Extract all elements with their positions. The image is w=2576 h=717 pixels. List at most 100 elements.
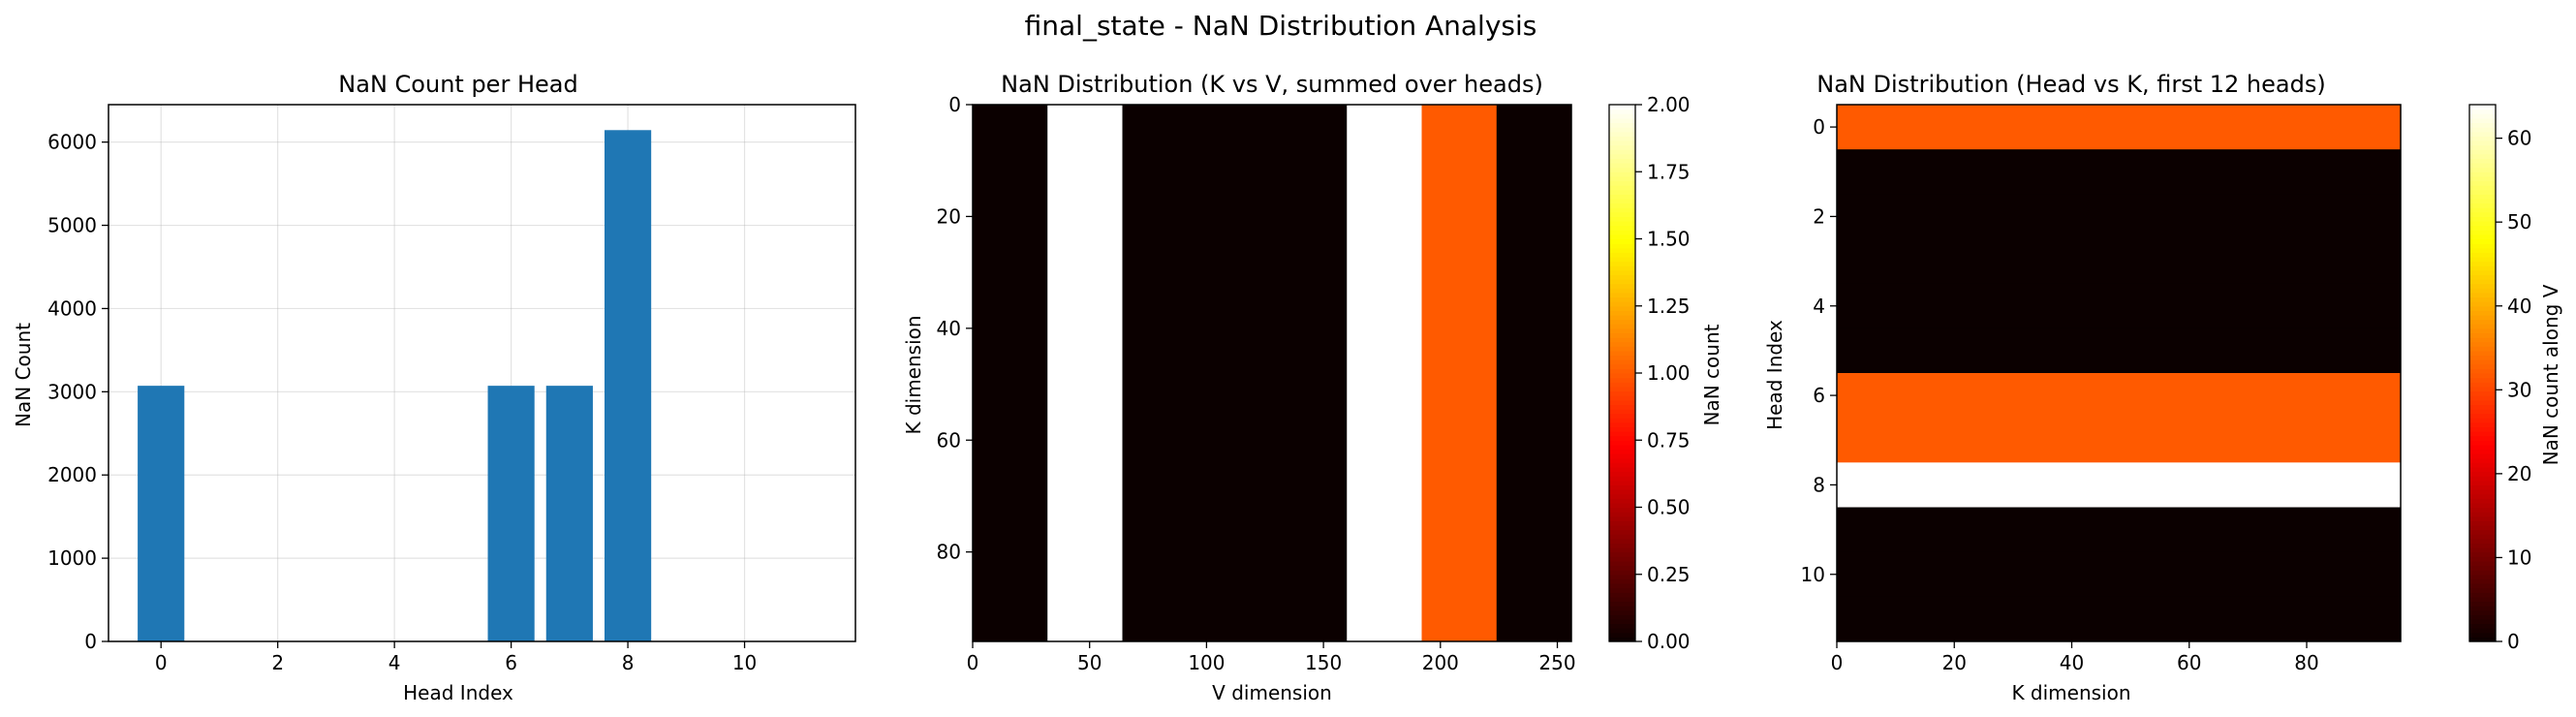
colorbar-hk-swatch <box>2469 480 2496 486</box>
bar-head-7 <box>545 386 593 641</box>
colorbar-hk-swatch <box>2469 211 2496 218</box>
colorbar-kv-swatch <box>1609 140 1635 146</box>
colorbar-hk-swatch <box>2469 382 2496 388</box>
colorbar-hk-swatch <box>2469 194 2496 200</box>
x-tick-label: 150 <box>1305 651 1342 674</box>
colorbar-hk-swatch <box>2469 565 2496 571</box>
colorbar-hk-swatch <box>2469 221 2496 227</box>
colorbar-hk-swatch <box>2469 570 2496 576</box>
colorbar-kv-swatch <box>1609 386 1635 392</box>
colorbar-kv-swatch <box>1609 216 1635 222</box>
y-tick-label: 5000 <box>47 214 97 237</box>
colorbar-hk-swatch <box>2469 421 2496 427</box>
heatmap-kv-band-3 <box>1347 105 1422 641</box>
colorbar-kv-swatch <box>1609 435 1635 441</box>
heatmap-kv-title: NaN Distribution (K vs V, summed over he… <box>1001 71 1543 98</box>
colorbar-kv-swatch <box>1609 462 1635 468</box>
colorbar-hk-swatch <box>2469 296 2496 302</box>
colorbar-kv-swatch <box>1609 144 1635 150</box>
colorbar-kv-swatch <box>1609 252 1635 258</box>
colorbar-hk-swatch <box>2469 327 2496 334</box>
colorbar-hk-swatch <box>2469 109 2496 114</box>
colorbar-kv-swatch <box>1609 175 1635 182</box>
x-tick-label: 0 <box>967 651 979 674</box>
heatmap-kv-y-ticks: 0 20 40 60 80 <box>937 93 973 564</box>
colorbar-hk-swatch <box>2469 167 2496 172</box>
colorbar-kv-swatch <box>1609 543 1635 548</box>
colorbar-kv-swatch <box>1609 185 1635 191</box>
colorbar-hk-swatch <box>2469 623 2496 629</box>
colorbar-kv-swatch <box>1609 574 1635 579</box>
bar-head-6 <box>487 386 535 641</box>
colorbar-hk-swatch <box>2469 269 2496 276</box>
colorbar-kv-swatch <box>1609 274 1635 280</box>
colorbar-kv-swatch <box>1609 628 1635 634</box>
colorbar-kv-swatch <box>1609 551 1635 557</box>
colorbar-hk-swatch <box>2469 175 2496 182</box>
colorbar-kv-swatch <box>1609 327 1635 334</box>
x-tick-label: 10 <box>732 651 757 674</box>
x-tick-label: 4 <box>388 651 401 674</box>
colorbar-kv-tick-label: 0.75 <box>1647 428 1691 452</box>
colorbar-kv-swatch <box>1609 418 1635 423</box>
y-tick-label: 8 <box>1813 473 1825 496</box>
colorbar-hk-swatch <box>2469 283 2496 289</box>
heatmap-hk-colorbar: 0 10 20 30 40 50 60 <box>2468 104 2531 653</box>
colorbar-hk-swatch <box>2469 140 2496 146</box>
colorbar-hk-swatch <box>2469 185 2496 191</box>
bar-chart-x-ticks: 0 2 4 6 8 10 <box>155 641 757 674</box>
colorbar-kv-swatch <box>1609 261 1635 266</box>
colorbar-hk-swatch <box>2469 359 2496 365</box>
colorbar-kv-swatch <box>1609 332 1635 338</box>
colorbar-kv-tick-label: 0.00 <box>1647 630 1691 653</box>
y-tick-label: 0 <box>948 93 961 116</box>
heatmap-hk-xlabel: K dimension <box>2011 681 2130 704</box>
colorbar-hk-swatch <box>2469 127 2496 133</box>
colorbar-hk-swatch <box>2469 180 2496 186</box>
colorbar-kv-swatch <box>1609 301 1635 307</box>
colorbar-kv-swatch <box>1609 198 1635 204</box>
colorbar-hk-swatch <box>2469 512 2496 517</box>
colorbar-kv-swatch <box>1609 359 1635 365</box>
colorbar-kv-swatch <box>1609 373 1635 379</box>
colorbar-kv-swatch <box>1609 122 1635 128</box>
colorbar-kv-swatch <box>1609 632 1635 638</box>
colorbar-kv-tick-label: 1.75 <box>1647 160 1691 183</box>
colorbar-hk-swatch <box>2469 582 2496 589</box>
colorbar-kv-swatch <box>1609 324 1635 329</box>
y-tick-label: 2 <box>1813 204 1825 228</box>
colorbar-hk-swatch <box>2469 113 2496 119</box>
bar-chart-frame <box>108 104 856 642</box>
colorbar-hk-swatch <box>2469 377 2496 383</box>
colorbar-hk-swatch <box>2469 292 2496 298</box>
colorbar-kv-swatch <box>1609 265 1635 271</box>
bar-chart-xlabel: Head Index <box>403 681 513 704</box>
colorbar-kv-swatch <box>1609 136 1635 141</box>
colorbar-kv-swatch <box>1609 623 1635 629</box>
colorbar-hk-tick-label: 10 <box>2507 546 2531 569</box>
x-tick-label: 0 <box>1831 651 1844 674</box>
y-tick-label: 1000 <box>47 546 97 570</box>
colorbar-kv-swatch <box>1609 534 1635 540</box>
colorbar-kv-swatch <box>1609 408 1635 415</box>
heatmap-hk-row-7 <box>1837 418 2401 463</box>
y-tick-label: 10 <box>1801 563 1825 586</box>
colorbar-kv-swatch <box>1609 149 1635 155</box>
colorbar-hk-swatch <box>2469 279 2496 285</box>
heatmap-hk-row-2 <box>1837 194 2401 239</box>
colorbar-hk-swatch <box>2469 466 2496 473</box>
colorbar-kv-swatch <box>1609 109 1635 114</box>
colorbar-kv-swatch <box>1609 578 1635 584</box>
y-tick-label: 60 <box>937 428 961 452</box>
colorbar-kv-swatch <box>1609 341 1635 347</box>
colorbar-hk-swatch <box>2469 149 2496 155</box>
x-tick-label: 0 <box>155 651 168 674</box>
colorbar-kv-swatch <box>1609 457 1635 463</box>
colorbar-hk-swatch <box>2469 171 2496 177</box>
heatmap-hk-row-9 <box>1837 507 2401 553</box>
heatmap-hk-row-5 <box>1837 327 2401 374</box>
colorbar-kv-swatch <box>1609 601 1635 607</box>
colorbar-kv-swatch <box>1609 346 1635 352</box>
colorbar-kv-swatch <box>1609 377 1635 383</box>
